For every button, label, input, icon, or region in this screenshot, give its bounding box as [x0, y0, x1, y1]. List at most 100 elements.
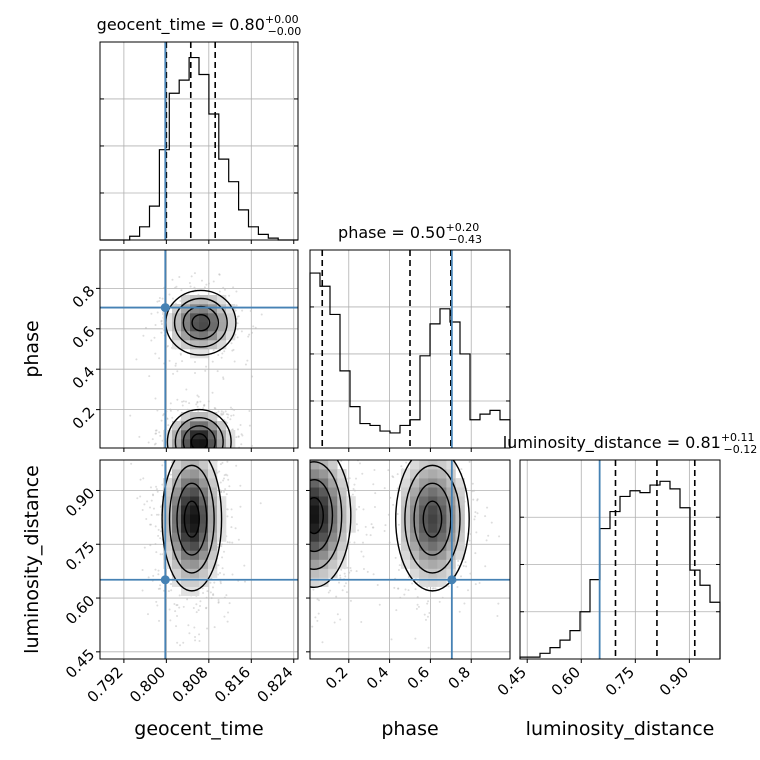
scatter-point	[188, 632, 191, 635]
density-cell	[163, 313, 173, 323]
density-cell	[208, 421, 218, 431]
scatter-point	[156, 300, 159, 303]
scatter-point	[243, 580, 246, 583]
scatter-point	[201, 587, 204, 590]
scatter-point	[129, 414, 132, 417]
density-cell	[400, 541, 411, 551]
density-cell	[410, 568, 420, 578]
scatter-point	[317, 612, 320, 615]
scatter-point	[221, 556, 224, 559]
density-cell	[428, 541, 438, 551]
scatter-point	[217, 573, 220, 576]
scatter-point	[171, 416, 174, 419]
scatter-point	[222, 479, 225, 482]
density-cell	[181, 322, 191, 332]
density-cell	[419, 487, 429, 497]
density-cell	[310, 541, 320, 551]
scatter-point	[138, 435, 141, 438]
scatter-point	[239, 424, 242, 427]
density-cell	[181, 331, 191, 341]
scatter-point	[372, 483, 375, 486]
density-cell	[319, 550, 329, 560]
scatter-point	[156, 311, 159, 314]
density-cell	[190, 439, 200, 448]
density-cell	[410, 478, 420, 488]
scatter-point	[346, 566, 349, 569]
scatter-point	[219, 572, 222, 575]
scatter-point	[161, 297, 164, 300]
scatter-point	[396, 487, 399, 490]
scatter-point	[350, 569, 353, 572]
scatter-point	[227, 611, 230, 614]
scatter-point	[411, 582, 414, 585]
density-cell	[208, 295, 218, 305]
density-cell	[208, 550, 218, 560]
scatter-point	[232, 414, 235, 417]
density-cell	[172, 469, 182, 479]
scatter-point	[235, 304, 238, 307]
scatter-point	[196, 401, 199, 404]
scatter-point	[198, 640, 201, 643]
scatter-point	[221, 543, 224, 546]
scatter-point	[438, 600, 441, 603]
density-cell	[190, 523, 200, 533]
density-cell	[217, 295, 227, 305]
scatter-point	[365, 533, 368, 536]
density-cell	[328, 469, 338, 479]
scatter-point	[187, 624, 190, 627]
scatter-point	[203, 286, 206, 289]
scatter-point	[199, 400, 202, 403]
density-cell	[172, 313, 182, 323]
scatter-point	[173, 602, 176, 605]
density-cell	[226, 331, 236, 341]
panel-border	[99, 41, 299, 241]
density-cell	[208, 568, 218, 578]
density-contour	[174, 417, 224, 448]
density-cell	[328, 460, 338, 470]
density-contour	[166, 408, 232, 448]
density-cell	[163, 505, 173, 515]
scatter-point	[178, 276, 181, 279]
scatter-point	[221, 352, 224, 355]
density-cell	[400, 478, 411, 488]
scatter-point	[474, 511, 477, 514]
scatter-point	[202, 407, 205, 410]
scatter-point	[219, 463, 222, 466]
scatter-point	[155, 600, 158, 603]
scatter-point	[237, 538, 240, 541]
scatter-point	[157, 587, 160, 590]
scatter-point	[195, 611, 198, 614]
scatter-point	[202, 591, 205, 594]
scatter-point	[161, 483, 164, 486]
density-cell	[208, 523, 218, 533]
scatter-point	[373, 505, 376, 508]
density-contour	[168, 464, 215, 574]
scatter-point	[336, 613, 339, 616]
panel-title-minus: −0.12	[724, 443, 758, 456]
scatter-point	[211, 360, 214, 363]
density-cell	[400, 532, 411, 542]
panel-title: luminosity_distance = 0.81+0.11 −0.12	[503, 431, 758, 456]
density-cell	[437, 478, 447, 488]
density-cell	[310, 469, 320, 479]
scatter-point	[150, 339, 153, 342]
hist-panel-luminosity_distance: 0.45 0.60 0.75 0.90 luminosity_distance = 0.…	[494, 431, 758, 699]
density-cell	[437, 469, 447, 479]
scatter-point	[223, 615, 226, 618]
scatter-point	[388, 541, 391, 544]
scatter-point	[316, 619, 319, 622]
panel-title-value: geocent_time = 0.80	[97, 15, 265, 35]
density-cell	[163, 496, 173, 506]
density-contour	[395, 460, 470, 592]
scatter-point	[220, 413, 223, 416]
scatter-point	[476, 498, 479, 501]
scatter-point	[235, 464, 238, 467]
panel-title-value: phase = 0.50	[338, 223, 445, 242]
scatter-point	[383, 529, 386, 532]
density-cell	[163, 559, 173, 569]
density-cell	[181, 460, 191, 470]
density-cell	[226, 304, 236, 314]
density-cell	[208, 559, 218, 569]
scatter-point	[226, 620, 229, 623]
scatter-point	[394, 556, 397, 559]
